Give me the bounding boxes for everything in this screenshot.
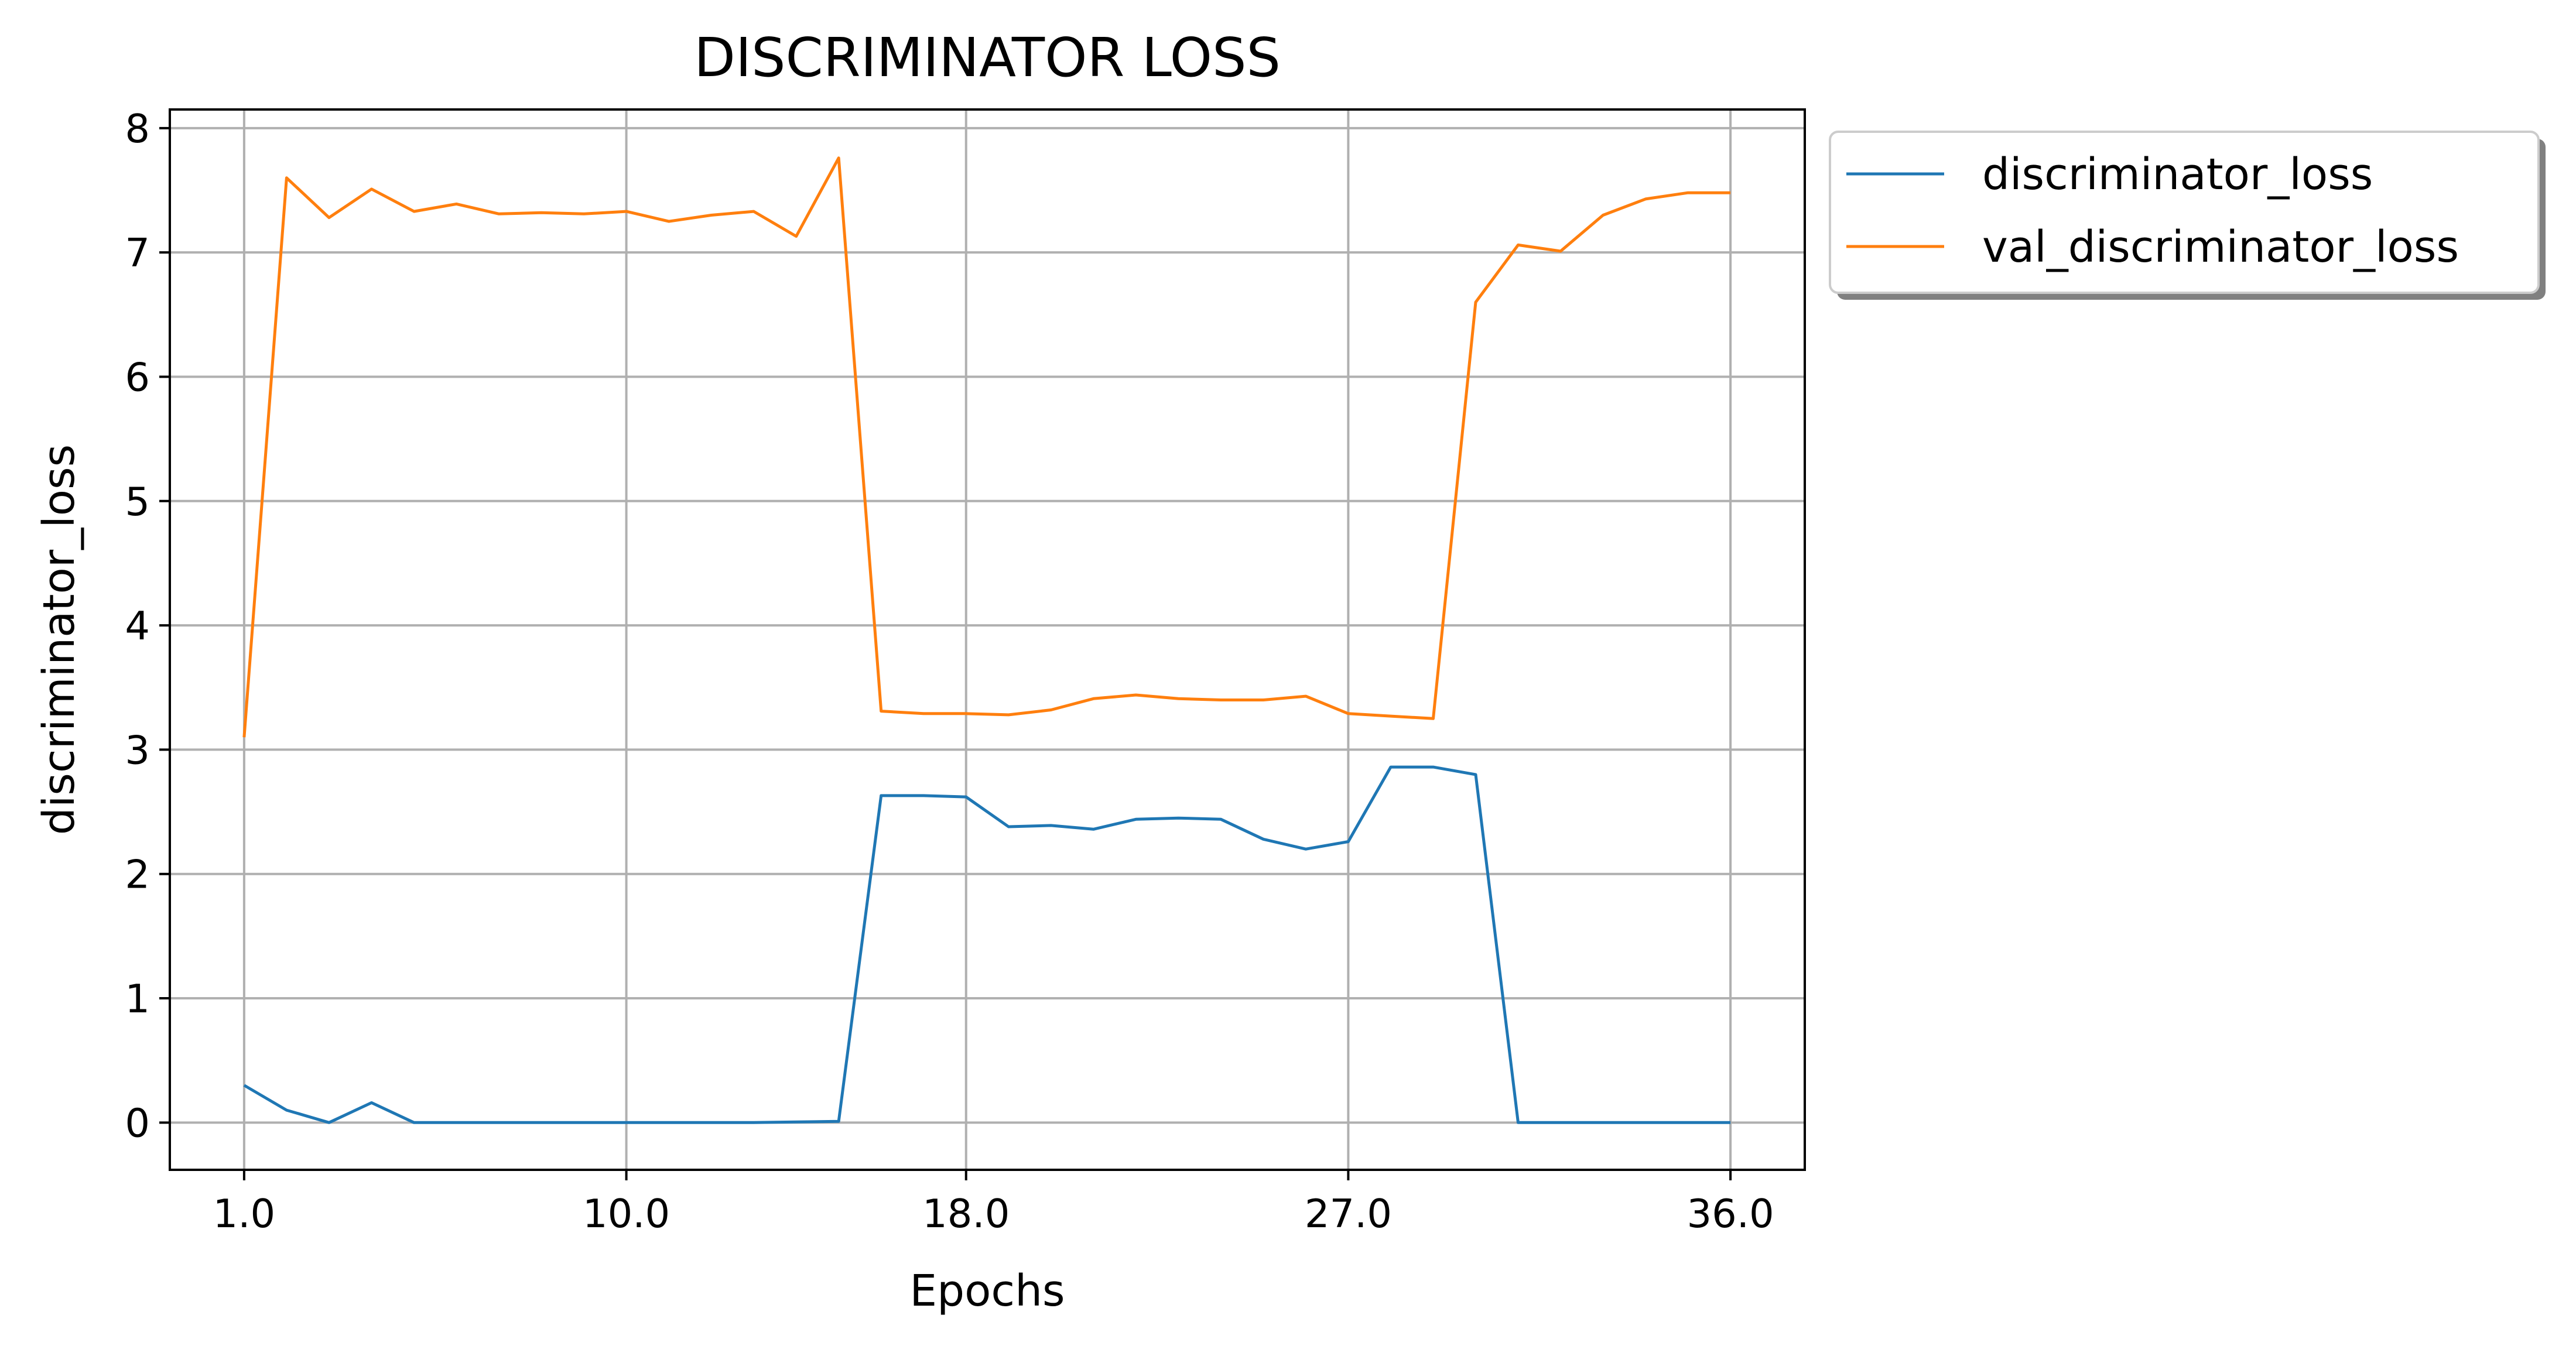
y-tick-label: 4 [125, 603, 150, 649]
y-tick-label: 6 [125, 354, 150, 400]
y-tick-label: 8 [125, 106, 150, 152]
x-tick-label: 1.0 [213, 1191, 276, 1237]
y-axis: 0 1 2 3 4 5 6 7 8 [125, 106, 170, 1146]
x-axis-label: Epochs [909, 1266, 1065, 1316]
x-tick-label: 10.0 [583, 1191, 670, 1237]
legend: discriminator_loss val_discriminator_loss [1829, 131, 2546, 300]
y-tick-label: 5 [125, 479, 150, 525]
legend-items: discriminator_loss val_discriminator_loss [1846, 149, 2459, 272]
x-tick-label: 27.0 [1305, 1191, 1392, 1237]
grid [170, 109, 1805, 1170]
series-line-val-discriminator-loss [242, 156, 1731, 738]
y-axis-label: discriminator_loss [34, 444, 84, 835]
y-tick-label: 3 [125, 727, 150, 773]
y-tick-label: 7 [125, 230, 150, 276]
y-tick-label: 0 [125, 1100, 150, 1146]
chart-title: DISCRIMINATOR LOSS [694, 26, 1281, 89]
x-tick-label: 36.0 [1686, 1191, 1774, 1237]
series-line-discriminator-loss [243, 765, 1731, 1124]
plot-frame [169, 108, 1806, 1171]
x-tick-label: 18.0 [922, 1191, 1010, 1237]
legend-label: val_discriminator_loss [1982, 222, 2459, 272]
series-lines [242, 156, 1731, 1124]
x-axis: 1.0 10.0 18.0 27.0 36.0 [213, 1170, 1774, 1237]
legend-label: discriminator_loss [1982, 149, 2373, 200]
legend-box [1829, 131, 2540, 294]
y-tick-label: 2 [125, 852, 150, 898]
y-tick-label: 1 [125, 976, 150, 1022]
